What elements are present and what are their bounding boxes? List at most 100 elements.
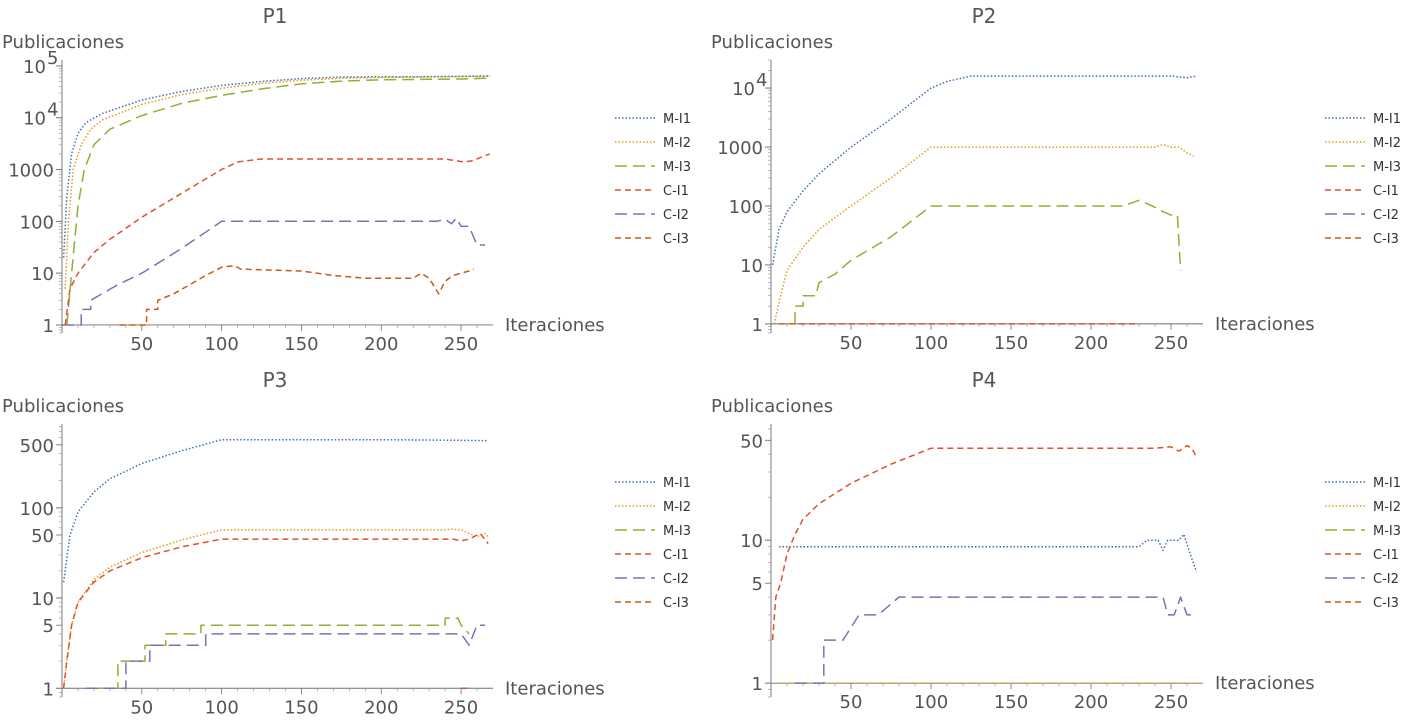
series-line-c-i2 bbox=[795, 596, 1195, 684]
series-line-m-i1 bbox=[779, 533, 1198, 573]
legend: M-I1 M-I2 M-I3 C-I1 C-I2 C-I3 bbox=[615, 112, 691, 247]
x-tick-label: 150 bbox=[994, 692, 1028, 713]
panel-title: P4 bbox=[972, 368, 997, 392]
x-tick-label: 200 bbox=[1074, 692, 1108, 713]
x-tick-label: 50 bbox=[130, 697, 153, 718]
x-tick-label: 100 bbox=[204, 697, 238, 718]
y-tick-exponent: 4 bbox=[756, 70, 767, 91]
y-tick-label: 1 bbox=[43, 316, 54, 337]
x-tick-label: 100 bbox=[204, 334, 238, 355]
y-tick-label: 1 bbox=[752, 315, 763, 336]
legend-label: M-I3 bbox=[1373, 160, 1401, 175]
y-tick-label: 50 bbox=[740, 431, 763, 452]
series-line-c-i1 bbox=[62, 532, 489, 689]
series-line-c-i2 bbox=[85, 624, 485, 690]
y-axis-label: Publicaciones bbox=[2, 396, 124, 417]
x-axis-label: Iteraciones bbox=[505, 678, 605, 699]
legend-label: M-I3 bbox=[663, 160, 691, 175]
x-tick-label: 250 bbox=[1154, 692, 1188, 713]
series-line-c-i1 bbox=[771, 444, 1198, 641]
legend-label: C-I1 bbox=[663, 548, 689, 563]
x-tick-label: 100 bbox=[914, 692, 948, 713]
y-axis-label: Publicaciones bbox=[711, 396, 833, 417]
y-tick-label: 100 bbox=[729, 197, 763, 218]
legend-label: M-I2 bbox=[663, 136, 691, 151]
series-line-c-i3 bbox=[119, 264, 475, 326]
y-tick-label: 10 bbox=[23, 57, 46, 78]
x-axis-label: Iteraciones bbox=[1215, 673, 1315, 694]
series-line-m-i2 bbox=[773, 143, 1194, 325]
panel-p2: P2 Publicaciones Iteraciones 50 100 150 200 250… bbox=[711, 4, 1401, 354]
series-line-m-i2 bbox=[64, 75, 490, 289]
legend-label: C-I2 bbox=[663, 572, 689, 587]
y-tick-label: 10 bbox=[740, 531, 763, 552]
x-tick-label: 200 bbox=[364, 697, 398, 718]
legend: M-I1 M-I2 M-I3 C-I1 C-I2 C-I3 bbox=[1325, 112, 1401, 247]
y-tick-label: 50 bbox=[31, 526, 54, 547]
x-tick-label: 50 bbox=[840, 333, 863, 354]
series-line-m-i3 bbox=[66, 77, 490, 326]
legend-label: C-I3 bbox=[663, 232, 689, 247]
legend-label: C-I3 bbox=[1373, 232, 1399, 247]
y-tick-label: 5 bbox=[43, 616, 54, 637]
x-tick-label: 150 bbox=[284, 697, 318, 718]
legend-label: C-I3 bbox=[663, 596, 689, 611]
legend-label: M-I2 bbox=[1373, 136, 1401, 151]
y-axis-label: Publicaciones bbox=[2, 32, 124, 53]
y-tick-label: 10 bbox=[23, 109, 46, 130]
legend-label: M-I2 bbox=[1373, 500, 1401, 515]
x-tick-label: 250 bbox=[444, 334, 478, 355]
panel-p1: P1 Publicaciones Iteraciones 50 100 150 200 250… bbox=[2, 4, 691, 355]
y-tick-label: 100 bbox=[20, 499, 54, 520]
y-tick-label: 1 bbox=[43, 679, 54, 700]
x-tick-label: 250 bbox=[444, 697, 478, 718]
x-tick-label: 200 bbox=[1074, 333, 1108, 354]
legend: M-I1 M-I2 M-I3 C-I1 C-I2 C-I3 bbox=[615, 476, 691, 611]
series-line-m-i3 bbox=[93, 617, 470, 690]
x-axis-label: Iteraciones bbox=[1215, 314, 1315, 335]
x-tick-label: 50 bbox=[840, 692, 863, 713]
series-line-m-i2 bbox=[62, 528, 489, 689]
y-tick-label: 5 bbox=[752, 574, 763, 595]
y-tick-label: 1 bbox=[752, 674, 763, 695]
y-tick-label: 1000 bbox=[8, 161, 54, 182]
y-tick-label: 1000 bbox=[717, 138, 763, 159]
series-line-m-i1 bbox=[62, 75, 490, 258]
panel-title: P2 bbox=[972, 4, 997, 28]
x-tick-label: 150 bbox=[284, 334, 318, 355]
x-tick-label: 50 bbox=[130, 334, 153, 355]
y-tick-exponent: 5 bbox=[47, 48, 58, 69]
series-line-m-i1 bbox=[771, 75, 1197, 266]
legend-label: C-I1 bbox=[1373, 548, 1399, 563]
series-line-c-i1 bbox=[64, 153, 491, 326]
x-axis-label: Iteraciones bbox=[505, 315, 605, 336]
x-tick-label: 100 bbox=[914, 333, 948, 354]
y-tick-exponent: 4 bbox=[47, 100, 58, 121]
legend: M-I1 M-I2 M-I3 C-I1 C-I2 C-I3 bbox=[1325, 476, 1401, 611]
y-tick-label: 10 bbox=[31, 264, 54, 285]
y-axis-label: Publicaciones bbox=[711, 32, 833, 53]
series-line-m-i3 bbox=[794, 199, 1182, 324]
legend-label: C-I2 bbox=[663, 208, 689, 223]
legend-label: C-I2 bbox=[1373, 208, 1399, 223]
x-tick-label: 250 bbox=[1154, 333, 1188, 354]
legend-label: M-I1 bbox=[663, 476, 691, 491]
legend-label: M-I1 bbox=[1373, 112, 1401, 127]
legend-label: C-I1 bbox=[1373, 184, 1399, 199]
series-line-c-i2 bbox=[62, 217, 485, 326]
legend-label: M-I1 bbox=[663, 112, 691, 127]
legend-label: M-I1 bbox=[1373, 476, 1401, 491]
y-tick-label: 10 bbox=[732, 79, 755, 100]
x-tick-label: 200 bbox=[364, 334, 398, 355]
legend-label: C-I3 bbox=[1373, 596, 1399, 611]
series-line-m-i1 bbox=[62, 438, 489, 583]
legend-label: M-I3 bbox=[663, 524, 691, 539]
legend-label: C-I1 bbox=[663, 184, 689, 199]
legend-label: M-I3 bbox=[1373, 524, 1401, 539]
y-tick-label: 500 bbox=[20, 436, 54, 457]
y-tick-label: 10 bbox=[31, 589, 54, 610]
legend-label: C-I2 bbox=[1373, 572, 1399, 587]
